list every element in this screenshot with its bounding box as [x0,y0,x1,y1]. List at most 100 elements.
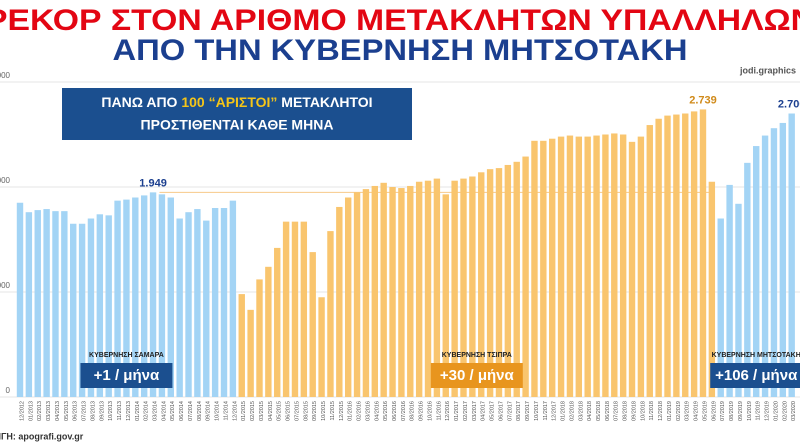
bar [761,135,769,398]
x-tick-label: 09/2019 [738,401,744,421]
x-tick-label: 02/2015 [250,401,256,421]
x-tick-label: 07/2014 [188,401,194,421]
x-tick-label: 07/2015 [294,401,300,421]
bar [451,180,458,397]
x-tick-label: 09/2018 [631,401,637,421]
bar [194,209,201,397]
x-tick-label: 05/2017 [490,401,496,421]
x-tick-label: 01/2018 [561,401,567,421]
bar [788,113,795,397]
legend-label: ΚΥΒΕΡΝΗΣΗ ΜΗΤΣΟΤΑΚΗ [712,352,800,359]
x-tick-label: 10/2014 [215,401,221,421]
callout-highlight: 100 “ΑΡΙΣΤΟΙ” [181,94,277,110]
bar [362,189,370,397]
bar [96,214,104,397]
callout-line1: ΠΑΝΩ ΑΠΟ 100 “ΑΡΙΣΤΟΙ” ΜΕΤΑΚΛΗΤΟΙ [101,94,372,110]
x-tick-label: 06/2018 [605,401,611,421]
x-tick-label: 08/2018 [623,401,629,421]
x-tick-label: 04/2015 [268,401,274,421]
x-tick-label: 01/2016 [348,401,354,421]
rate-label: +106 / μήνα [715,367,798,384]
x-tick-label: 01/2017 [454,401,460,421]
bar [34,210,41,397]
bar [300,221,308,397]
bar [753,146,760,397]
bar [203,220,210,397]
bar [779,122,787,397]
bar [699,109,707,397]
bar [575,136,583,397]
x-tick-label: 07/2013 [82,401,88,421]
x-tick-label: 12/2013 [126,401,132,421]
bar [87,218,95,397]
x-tick-label: 12/2012 [19,401,25,421]
bar [504,164,512,397]
chart-subtitle: ΑΠΟ ΤΗΝ ΚΥΒΕΡΝΗΣΗ ΜΗΤΣΟΤΑΚΗ [113,34,688,67]
x-tick-label: 12/2017 [552,401,558,421]
bar [220,208,228,397]
bar [442,194,449,397]
x-tick-label: 10/2013 [108,401,114,421]
bar [105,215,112,397]
value-label: 1.949 [139,177,167,189]
x-tick-label: 08/2017 [516,401,522,421]
bar [744,162,751,397]
bar [407,185,414,397]
x-tick-label: 04/2019 [694,401,700,421]
x-tick-label: 10/2018 [640,401,646,421]
bar [424,180,432,397]
bar [726,184,733,397]
rate-box [80,363,173,388]
x-tick-label: 05/2018 [596,401,602,421]
x-tick-label: 09/2014 [206,401,212,421]
bar [149,192,157,397]
bar [646,125,653,398]
bar [309,252,316,397]
x-tick-label: 08/2013 [90,401,96,421]
bar [265,266,272,397]
bar [566,135,574,398]
bar [770,128,778,397]
bar [132,197,139,397]
bar [708,181,716,397]
x-tick-label: 10/2019 [747,401,753,421]
bar [25,212,33,397]
x-tick-label: 07/2016 [401,401,407,421]
y-tick-label: 0 [6,386,11,395]
bar [619,134,627,397]
x-tick-label: 06/2019 [711,401,717,421]
bar [655,118,662,397]
rate-box [710,363,800,388]
bar [238,294,245,397]
bar [167,197,174,397]
bar [282,221,290,397]
bar [371,185,378,397]
bar [344,197,352,397]
x-tick-label: 03/2018 [578,401,584,421]
x-tick-label: 03/2013 [46,401,52,421]
x-tick-label: 11/2015 [330,401,336,420]
bar [70,223,77,397]
x-tick-label: 05/2013 [64,401,70,421]
x-tick-label: 03/2020 [791,401,797,421]
x-tick-label: 11/2017 [543,401,549,420]
bar [318,297,325,397]
callout-text: ΜΕΤΑΚΛΗΤΟΙ [277,94,372,110]
x-tick-label: 06/2015 [286,401,292,421]
callout-line2: ΠΡΟΣΤΙΘΕΝΤΑΙ ΚΑΘΕ ΜΗΝΑ [141,117,334,133]
x-tick-label: 10/2017 [534,401,540,421]
rate-label: +1 / μήνα [94,367,160,384]
x-tick-label: 09/2016 [419,401,425,421]
x-tick-label: 06/2014 [179,401,185,421]
x-tick-label: 04/2017 [481,401,487,421]
bar [522,156,529,397]
x-tick-label: 11/2016 [436,401,442,420]
bar [415,181,423,397]
x-tick-label: 08/2015 [303,401,309,421]
x-tick-label: 09/2017 [525,401,531,421]
bar [460,178,467,397]
bar [291,221,299,397]
x-tick-label: 01/2019 [667,401,673,421]
x-tick-label: 02/2014 [144,401,150,421]
bar [176,218,183,397]
